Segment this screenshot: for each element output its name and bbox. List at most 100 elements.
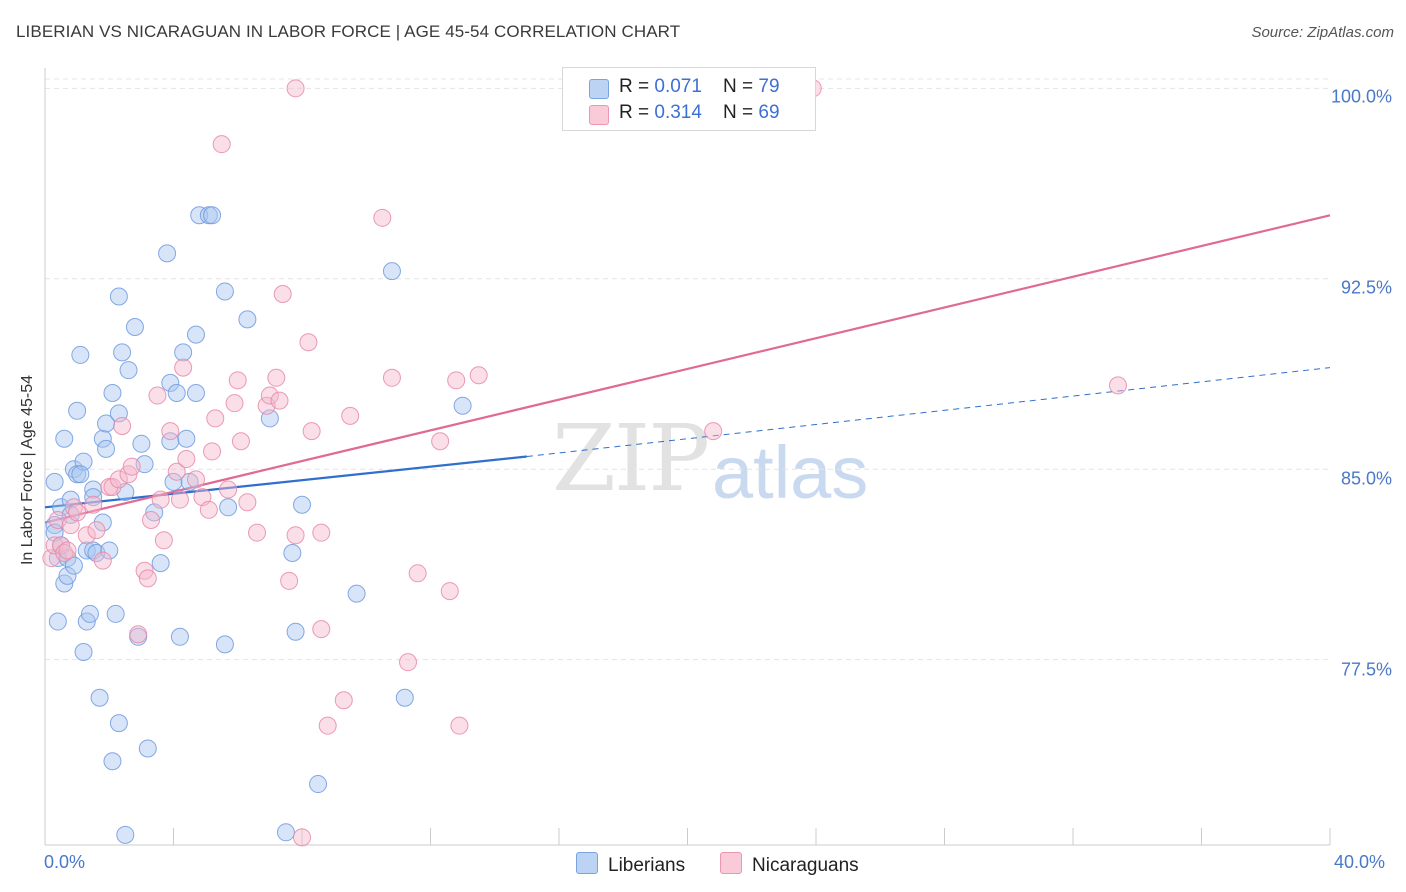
legend-swatch-pink xyxy=(720,852,742,874)
nicaraguan-point xyxy=(58,541,77,560)
legend-label: Nicaraguans xyxy=(752,855,859,876)
nicaraguan-point xyxy=(1108,376,1127,395)
nicaraguan-point xyxy=(199,500,218,519)
liberian-point xyxy=(45,472,64,491)
legend-item-nicaraguans[interactable]: Nicaraguans xyxy=(720,852,859,877)
nicaraguan-point xyxy=(212,135,231,154)
n-value: 69 xyxy=(758,102,780,123)
liberian-point xyxy=(109,287,128,306)
trend-lines xyxy=(44,214,1331,524)
liberian-point xyxy=(347,584,366,603)
liberian-point xyxy=(203,206,222,225)
nicaraguan-point xyxy=(154,531,173,550)
liberian-point xyxy=(80,604,99,623)
legend-swatch-blue xyxy=(576,852,598,874)
liberian-point xyxy=(293,495,311,514)
nicaraguan-point xyxy=(203,442,222,461)
nicaraguan-point xyxy=(260,386,279,405)
liberian-point xyxy=(215,282,234,301)
liberian-point xyxy=(84,488,103,507)
nicaraguan-point xyxy=(469,366,488,385)
nicaraguan-point xyxy=(68,503,87,522)
nicaraguan-point xyxy=(238,493,257,512)
liberian-point xyxy=(64,556,83,575)
liberian-point xyxy=(90,688,109,707)
liberian-point xyxy=(286,622,305,641)
nicaraguan-point xyxy=(84,495,103,514)
nicaraguan-point xyxy=(87,521,106,540)
nicaraguan-point xyxy=(704,422,723,441)
nicaraguan-point xyxy=(206,409,225,428)
nicaraguan-point xyxy=(177,450,196,469)
legend-item-liberians[interactable]: Liberians xyxy=(576,852,685,877)
liberian-point xyxy=(453,396,472,415)
n-label: N = xyxy=(723,76,759,97)
watermark-zip: ZIP xyxy=(552,405,710,512)
liberian-point xyxy=(48,612,67,631)
nicaraguan-trend-line xyxy=(44,214,1331,524)
nicaraguan-point xyxy=(109,470,128,489)
liberian-point xyxy=(71,465,90,484)
liberian-point xyxy=(276,823,295,842)
nicaraguan-point xyxy=(129,625,148,644)
liberian-point xyxy=(395,688,414,707)
liberian-point xyxy=(219,498,238,517)
y-tick-label: 85.0% xyxy=(1340,468,1392,489)
nicaraguan-point xyxy=(77,526,96,545)
liberian-point xyxy=(215,635,234,654)
liberian-point xyxy=(309,775,328,794)
liberian-point xyxy=(109,714,128,733)
nicaraguan-point xyxy=(122,457,141,476)
nicaraguan-point xyxy=(373,208,392,227)
nicaraguan-point xyxy=(151,490,170,509)
liberian-point xyxy=(161,432,180,451)
liberian-point xyxy=(132,434,151,453)
nicaraguan-point xyxy=(318,716,337,735)
liberian-point xyxy=(100,541,119,560)
x-tick-label: 0.0% xyxy=(44,852,86,872)
nicaraguan-point xyxy=(55,543,74,562)
liberian-point xyxy=(164,472,183,491)
liberian-point xyxy=(97,439,116,458)
nicaraguan-point xyxy=(334,691,353,710)
n-label: N = xyxy=(723,102,759,123)
liberian-point xyxy=(186,384,205,403)
nicaraguan-point xyxy=(312,620,331,639)
liberian-point xyxy=(170,627,189,646)
liberian-point xyxy=(113,343,132,362)
liberian-point xyxy=(58,566,77,585)
nicaraguan-point xyxy=(93,551,112,570)
liberian-point xyxy=(45,516,64,535)
liberian-trend-extension xyxy=(526,367,1331,457)
r-label: R = xyxy=(619,76,655,97)
nicaraguan-point xyxy=(447,371,466,390)
liberian-point xyxy=(119,361,138,380)
liberian-point xyxy=(84,480,103,499)
liberian-point xyxy=(93,429,112,448)
nicaraguan-point xyxy=(408,564,427,583)
liberian-point xyxy=(55,429,74,448)
liberian-point xyxy=(167,384,186,403)
nicaraguan-point xyxy=(431,432,450,451)
nicaraguan-point xyxy=(170,490,189,509)
nicaraguan-point xyxy=(341,406,360,425)
liberian-point xyxy=(186,325,205,344)
liberian-point xyxy=(97,414,116,433)
r-value: 0.314 xyxy=(654,102,702,123)
liberian-point xyxy=(106,604,125,623)
watermark-atlas: atlas xyxy=(712,431,869,514)
nicaraguan-point xyxy=(248,523,267,542)
chart-title: LIBERIAN VS NICARAGUAN IN LABOR FORCE | … xyxy=(16,22,681,41)
legend-swatch-pink xyxy=(589,105,609,125)
liberian-point xyxy=(283,543,302,562)
nicaraguan-point xyxy=(286,79,305,98)
nicaraguan-point xyxy=(450,716,469,735)
correlation-legend: R = 0.071 N = 79 R = 0.314 N = 69 xyxy=(562,67,816,131)
liberian-point xyxy=(74,643,93,662)
nicaraguan-point xyxy=(440,582,459,601)
r-value: 0.071 xyxy=(654,76,702,97)
liberian-trend-line xyxy=(44,455,527,509)
liberian-point xyxy=(103,752,122,771)
nicaraguan-point xyxy=(231,432,250,451)
liberian-point xyxy=(68,401,87,420)
